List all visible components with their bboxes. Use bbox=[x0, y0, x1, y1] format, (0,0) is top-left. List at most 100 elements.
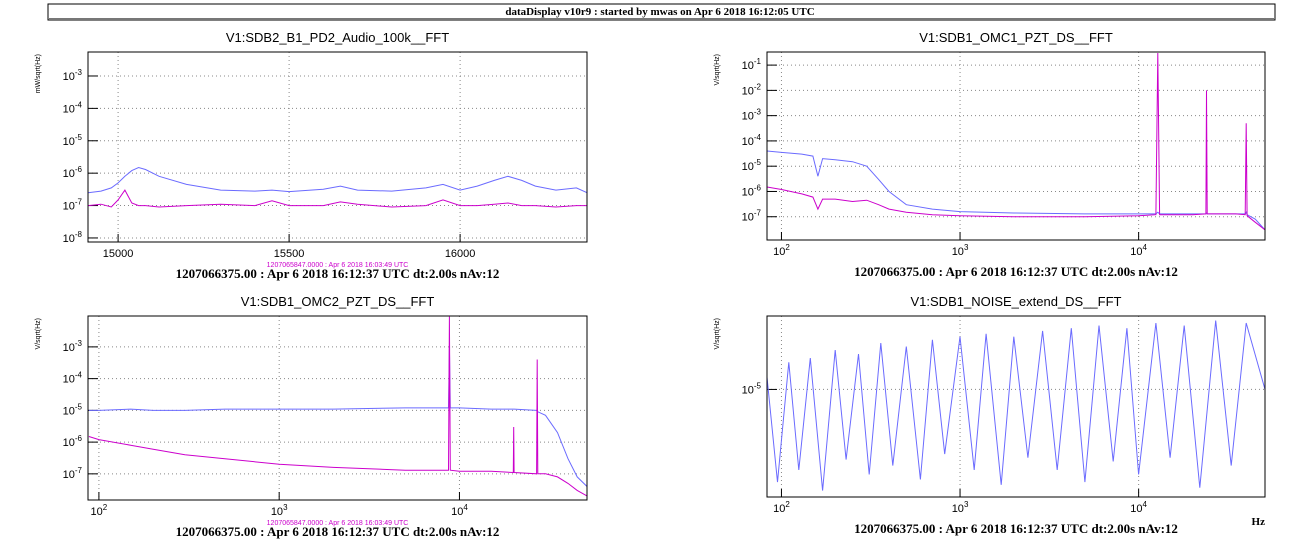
y-tick-label-exp: -1 bbox=[754, 57, 762, 66]
x-tick-label: 102 bbox=[773, 243, 790, 258]
y-tick-label-exp: -5 bbox=[75, 133, 83, 142]
y-tick-label: 10-4 bbox=[742, 133, 762, 148]
y-axis-label: V/sqrt(Hz) bbox=[714, 318, 721, 350]
y-tick-label-exp: -3 bbox=[75, 339, 83, 348]
y-tick-label-exp: -2 bbox=[754, 82, 762, 91]
x-tick-label-base: 10 bbox=[952, 246, 964, 258]
y-tick-label-base: 10 bbox=[63, 469, 75, 481]
x-tick-label-exp: 3 bbox=[964, 243, 969, 252]
start-label: 1207065847.0000 : Apr 6 2018 16:03:49 UT… bbox=[267, 262, 409, 269]
y-tick-label-base: 10 bbox=[63, 342, 75, 354]
x-tick-label: 103 bbox=[952, 243, 969, 258]
y-tick-label: 10-3 bbox=[63, 339, 83, 354]
y-tick-label-exp: -7 bbox=[75, 466, 83, 475]
plot-frame bbox=[766, 51, 1266, 241]
y-tick-label: 10-5 bbox=[63, 133, 83, 148]
y-tick-label: 10-2 bbox=[742, 82, 762, 97]
y-tick-label-exp: -7 bbox=[75, 198, 83, 207]
x-tick-label-exp: 2 bbox=[785, 243, 790, 252]
spectrum-line bbox=[767, 52, 1265, 231]
y-axis-label: mW/sqrt(Hz) bbox=[35, 54, 42, 93]
y-tick-label: 10-5 bbox=[63, 402, 83, 417]
x-tick-label: 15000 bbox=[103, 248, 134, 260]
x-tick-label: 102 bbox=[773, 500, 790, 515]
x-tick-label-exp: 2 bbox=[785, 500, 790, 509]
x-tick-label: 104 bbox=[1130, 500, 1147, 515]
y-tick-label-exp: -5 bbox=[75, 402, 83, 411]
x-tick-label-base: 10 bbox=[91, 506, 103, 518]
y-tick-label-base: 10 bbox=[63, 71, 75, 83]
y-tick-label: 10-3 bbox=[63, 68, 83, 83]
y-tick-label-base: 10 bbox=[63, 136, 75, 148]
y-tick-label-exp: -3 bbox=[754, 108, 762, 117]
x-tick-label: 103 bbox=[952, 500, 969, 515]
plot-frame bbox=[87, 315, 588, 501]
y-tick-label: 10-4 bbox=[63, 100, 83, 115]
y-tick-label-exp: -6 bbox=[75, 434, 83, 443]
x-tick-label-base: 10 bbox=[451, 506, 463, 518]
y-tick-label-base: 10 bbox=[742, 161, 754, 173]
y-tick-label-base: 10 bbox=[742, 85, 754, 97]
y-tick-label-exp: -4 bbox=[75, 371, 83, 380]
spectrum-line bbox=[767, 320, 1265, 491]
x-tick-label-exp: 4 bbox=[463, 503, 468, 512]
plot-area bbox=[88, 52, 587, 242]
y-tick-label-base: 10 bbox=[742, 111, 754, 123]
y-tick-label-exp: -5 bbox=[754, 381, 762, 390]
y-tick-label: 10-5 bbox=[742, 381, 762, 396]
y-tick-label: 10-6 bbox=[63, 165, 83, 180]
plot-frame bbox=[87, 51, 588, 243]
y-tick-label-exp: -8 bbox=[75, 230, 83, 239]
footer: 1207066375.00 : Apr 6 2018 16:12:37 UTC … bbox=[176, 524, 500, 539]
x-tick-label: 102 bbox=[91, 503, 108, 518]
y-tick-label: 10-1 bbox=[742, 57, 762, 72]
y-tick-label: 10-5 bbox=[742, 158, 762, 173]
x-tick-label-exp: 3 bbox=[283, 503, 288, 512]
y-tick-label: 10-4 bbox=[63, 371, 83, 386]
y-tick-label-base: 10 bbox=[63, 437, 75, 449]
x-tick-label-base: 10 bbox=[271, 506, 283, 518]
footer: 1207066375.00 : Apr 6 2018 16:12:37 UTC … bbox=[176, 266, 500, 281]
x-tick-label-exp: 4 bbox=[1143, 500, 1148, 509]
y-tick-label-base: 10 bbox=[742, 212, 754, 224]
start-label: 1207065847.0000 : Apr 6 2018 16:03:49 UT… bbox=[267, 520, 409, 527]
y-tick-label: 10-7 bbox=[63, 466, 83, 481]
x-tick-label-base: 10 bbox=[773, 503, 785, 515]
y-tick-label-base: 10 bbox=[63, 168, 75, 180]
spectrum-line bbox=[88, 346, 587, 487]
spectrum-line bbox=[88, 166, 587, 194]
chart-title: V1:SDB1_OMC1_PZT_DS__FFT bbox=[919, 30, 1113, 45]
x-tick-label-base: 10 bbox=[773, 246, 785, 258]
x-tick-label-exp: 4 bbox=[1143, 243, 1148, 252]
spectrum-line bbox=[88, 316, 587, 497]
y-tick-label: 10-8 bbox=[63, 230, 83, 245]
y-tick-label-base: 10 bbox=[742, 384, 754, 396]
x-tick-label: 103 bbox=[271, 503, 288, 518]
x-tick-label-exp: 2 bbox=[103, 503, 108, 512]
y-tick-label-base: 10 bbox=[63, 103, 75, 115]
footer: 1207066375.00 : Apr 6 2018 16:12:37 UTC … bbox=[854, 521, 1178, 536]
x-tick-label: 104 bbox=[451, 503, 468, 518]
y-tick-label-exp: -6 bbox=[754, 183, 762, 192]
y-tick-label-exp: -7 bbox=[754, 209, 762, 218]
y-tick-label-exp: -3 bbox=[75, 68, 83, 77]
plot-area bbox=[767, 52, 1265, 240]
y-tick-label-base: 10 bbox=[742, 60, 754, 72]
plot-frame bbox=[766, 315, 1266, 498]
y-tick-label-base: 10 bbox=[742, 186, 754, 198]
chart-title: V1:SDB1_OMC2_PZT_DS__FFT bbox=[241, 294, 435, 309]
x-tick-label-base: 10 bbox=[1130, 246, 1142, 258]
y-tick-label-base: 10 bbox=[742, 136, 754, 148]
plot-area bbox=[88, 316, 587, 500]
x-tick-label: 15500 bbox=[274, 248, 305, 260]
y-tick-label-base: 10 bbox=[63, 233, 75, 245]
chart-title: V1:SDB2_B1_PD2_Audio_100k__FFT bbox=[226, 30, 449, 45]
x-axis-label: Hz bbox=[1252, 516, 1266, 528]
plot-area bbox=[767, 316, 1265, 497]
y-tick-label-exp: -4 bbox=[754, 133, 762, 142]
spectrum-line bbox=[88, 189, 587, 208]
y-axis-label: V/sqrt(Hz) bbox=[35, 318, 42, 350]
x-tick-label: 104 bbox=[1130, 243, 1147, 258]
y-tick-label: 10-6 bbox=[63, 434, 83, 449]
